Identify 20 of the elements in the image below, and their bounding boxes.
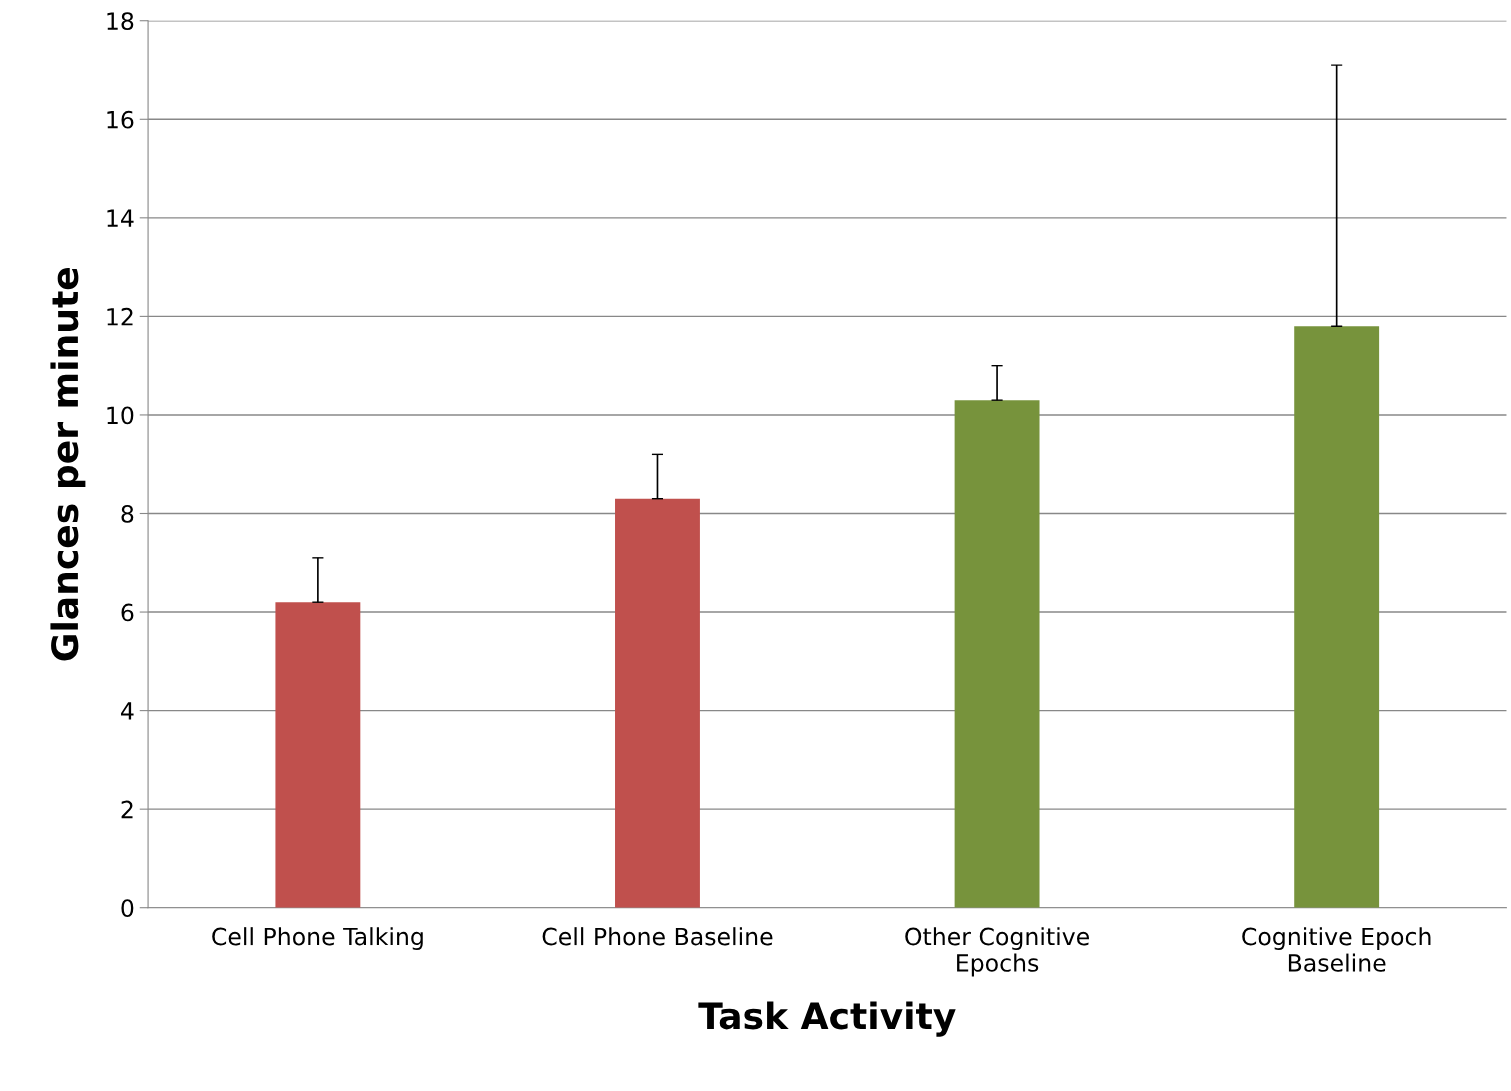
y-axis-title: Glances per minute — [50, 267, 86, 661]
y-tick-label: 2 — [121, 800, 133, 819]
bar — [615, 498, 700, 908]
bar — [1294, 326, 1380, 908]
y-tick-label: 14 — [107, 209, 134, 227]
bar — [954, 400, 1040, 908]
y-tick-label: 6 — [121, 603, 134, 622]
x-axis-title: Task Activity — [698, 1001, 956, 1037]
y-tick-label: 12 — [107, 307, 133, 326]
bar — [275, 602, 361, 908]
y-tick-label: 18 — [107, 12, 134, 31]
y-tick-label: 0 — [121, 899, 134, 918]
y-tick-label: 16 — [107, 110, 134, 129]
x-tick-label: Cell Phone Talking — [212, 927, 423, 951]
y-tick-label: 8 — [121, 504, 134, 523]
x-tick-label: Cell Phone Baseline — [542, 927, 773, 946]
y-tick-label: 4 — [121, 702, 134, 720]
y-tick-label: 10 — [107, 406, 134, 425]
x-tick-label: Cognitive Epoch Baseline — [1242, 927, 1431, 972]
x-tick-label: Other Cognitive Epochs — [905, 927, 1089, 977]
